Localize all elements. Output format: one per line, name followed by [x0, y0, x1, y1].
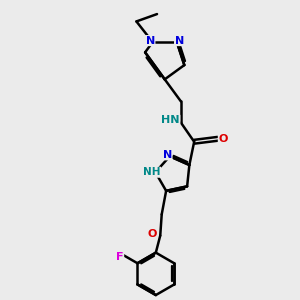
- Text: O: O: [147, 229, 157, 239]
- Text: NH: NH: [143, 167, 160, 177]
- Text: O: O: [218, 134, 228, 144]
- Text: F: F: [116, 252, 124, 262]
- Text: HN: HN: [161, 115, 180, 125]
- Text: N: N: [146, 36, 155, 46]
- Text: N: N: [163, 150, 172, 160]
- Text: N: N: [175, 36, 184, 46]
